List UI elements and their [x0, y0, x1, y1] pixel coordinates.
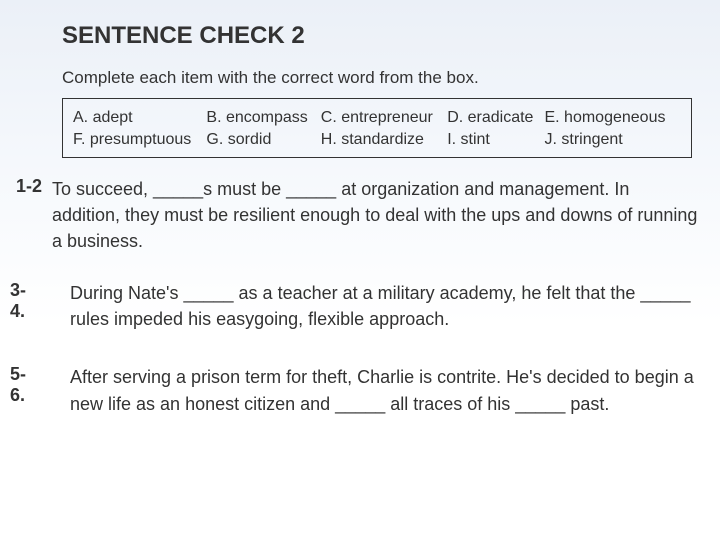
question-text: During Nate's _____ as a teacher at a mi… [48, 280, 720, 332]
word-a: A. adept [73, 107, 206, 129]
question-3-4: 3-4. During Nate's _____ as a teacher at… [0, 254, 720, 332]
word-i: I. stint [447, 129, 544, 151]
word-h: H. standardize [321, 129, 447, 151]
table-row: A. adept B. encompass C. entrepreneur D.… [73, 107, 681, 129]
question-text: To succeed, _____s must be _____ at orga… [52, 176, 720, 254]
word-d: D. eradicate [447, 107, 544, 129]
table-row: F. presumptuous G. sordid H. standardize… [73, 129, 681, 151]
word-g: G. sordid [206, 129, 320, 151]
question-1-2: 1-2 To succeed, _____s must be _____ at … [0, 158, 720, 254]
instruction-text: Complete each item with the correct word… [0, 50, 720, 88]
vocabulary-box: A. adept B. encompass C. entrepreneur D.… [62, 98, 692, 158]
page-title: SENTENCE CHECK 2 [0, 0, 720, 50]
question-number: 1-2 [0, 176, 52, 197]
question-number: 5-6. [0, 364, 48, 406]
question-text: After serving a prison term for theft, C… [48, 364, 720, 416]
word-e: E. homogeneous [544, 107, 681, 129]
word-j: J. stringent [544, 129, 681, 151]
vocabulary-table: A. adept B. encompass C. entrepreneur D.… [73, 107, 681, 151]
word-c: C. entrepreneur [321, 107, 447, 129]
word-f: F. presumptuous [73, 129, 206, 151]
question-5-6: 5-6. After serving a prison term for the… [0, 332, 720, 416]
word-b: B. encompass [206, 107, 320, 129]
question-number: 3-4. [0, 280, 48, 322]
